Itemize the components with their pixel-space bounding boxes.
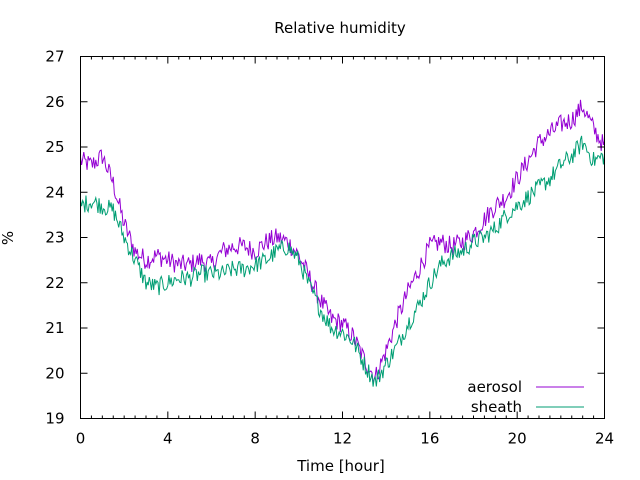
x-tick-label: 16 [420, 430, 439, 448]
series-sheath [80, 135, 605, 387]
series-layer [80, 99, 605, 387]
y-tick-label: 27 [45, 48, 64, 66]
x-tick-label: 12 [333, 430, 352, 448]
x-axis-label: Time [hour] [296, 457, 385, 475]
legend-label-sheath: sheath [471, 398, 522, 416]
y-tick-label: 21 [45, 319, 64, 337]
axes-layer: 0 4 8 12 16 20 24 19 20 21 22 23 24 25 26 27 [45, 48, 614, 448]
y-tick-label: 22 [45, 274, 64, 292]
y-tick-label: 20 [45, 364, 64, 382]
chart-title: Relative humidity [274, 19, 406, 37]
y-tick-label: 19 [45, 410, 64, 428]
y-tick-label: 24 [45, 183, 64, 201]
y-tick-label: 25 [45, 138, 64, 156]
series-aerosol [80, 99, 605, 384]
x-tick-label: 8 [250, 430, 260, 448]
plot-frame [80, 56, 605, 419]
y-tick-label: 26 [45, 93, 64, 111]
legend: aerosol sheath [467, 378, 584, 416]
x-tick-label: 20 [508, 430, 527, 448]
y-tick-label: 23 [45, 229, 64, 247]
series-line-sheath [80, 135, 605, 387]
y-axis-label: % [0, 231, 17, 245]
x-tick-label: 24 [595, 430, 614, 448]
x-tick-label: 4 [163, 430, 173, 448]
x-tick-label: 0 [76, 430, 86, 448]
legend-label-aerosol: aerosol [467, 378, 522, 396]
series-line-aerosol [80, 99, 605, 384]
